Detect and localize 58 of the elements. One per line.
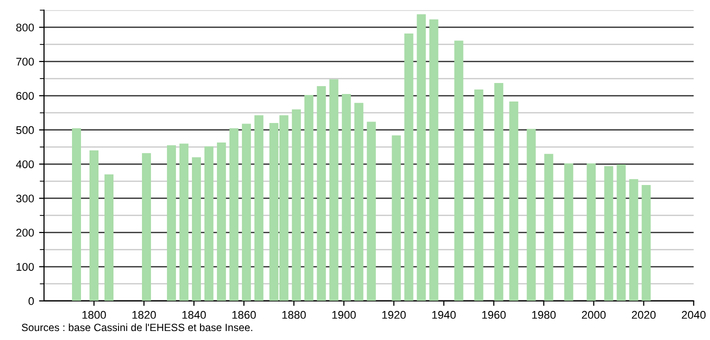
y-tick-label: 600 <box>16 92 34 100</box>
y-tick-label: 400 <box>16 160 34 168</box>
x-tick-label: 1920 <box>382 310 406 319</box>
bar <box>564 163 574 301</box>
x-tick-label: 2000 <box>582 310 606 319</box>
bar <box>629 179 638 301</box>
y-tick-label: 0 <box>28 297 34 306</box>
bar <box>142 153 151 301</box>
x-tick-label: 1860 <box>232 310 256 319</box>
bar <box>526 128 536 301</box>
x-tick-label: 1880 <box>282 310 306 319</box>
bar <box>404 33 414 301</box>
bar <box>166 145 176 301</box>
y-tick-label: 700 <box>16 58 34 66</box>
bar <box>494 83 504 301</box>
bar <box>316 86 326 301</box>
bar <box>229 128 238 301</box>
bar <box>474 90 484 301</box>
x-tick-label: 1960 <box>482 310 506 319</box>
bar <box>354 102 364 301</box>
bar <box>304 95 314 301</box>
bar <box>72 128 81 301</box>
bar <box>544 154 554 301</box>
bar <box>416 14 426 301</box>
bar <box>586 163 596 301</box>
bar <box>104 174 114 301</box>
bar <box>89 150 98 301</box>
y-tick-label: 100 <box>16 262 34 271</box>
bar <box>454 40 464 301</box>
bar <box>642 184 651 301</box>
source-note: Sources : base Cassini de l'EHESS et base Insee. <box>22 323 252 332</box>
y-tick-label: 200 <box>16 228 34 237</box>
bar <box>254 115 264 301</box>
bar <box>204 146 214 301</box>
x-tick-label: 1820 <box>132 310 156 319</box>
bar <box>192 157 201 301</box>
y-tick-label: 500 <box>16 126 34 134</box>
bar <box>216 142 226 301</box>
bar <box>179 144 188 301</box>
bar <box>242 124 251 301</box>
bar <box>342 94 351 301</box>
bar <box>616 164 626 301</box>
x-tick-label: 1800 <box>82 310 106 319</box>
bar <box>429 19 438 301</box>
bar <box>292 109 301 301</box>
bar <box>604 166 614 301</box>
x-tick-label: 1940 <box>432 310 456 319</box>
bar <box>366 122 376 301</box>
bar <box>329 79 338 301</box>
x-tick-label: 2020 <box>632 310 656 319</box>
x-tick-label: 1900 <box>332 310 356 319</box>
bar <box>509 102 518 301</box>
x-tick-label: 1980 <box>532 310 556 319</box>
x-tick-label: 2040 <box>682 310 706 319</box>
bar <box>392 135 401 301</box>
y-tick-label: 800 <box>16 24 34 32</box>
y-tick-label: 300 <box>16 194 34 202</box>
x-tick-label: 1840 <box>182 310 206 319</box>
